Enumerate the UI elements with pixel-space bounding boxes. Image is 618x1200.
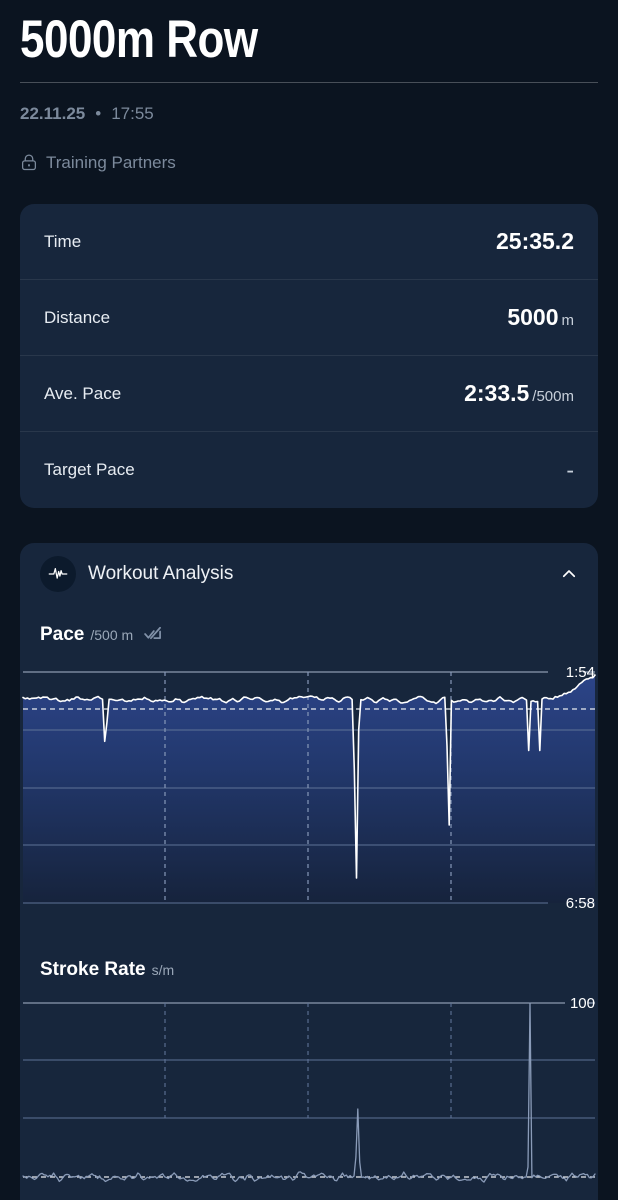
svg-text:100: 100 <box>570 995 595 1012</box>
svg-text:1:54: 1:54 <box>566 664 595 681</box>
svg-text:6:58: 6:58 <box>566 895 595 908</box>
